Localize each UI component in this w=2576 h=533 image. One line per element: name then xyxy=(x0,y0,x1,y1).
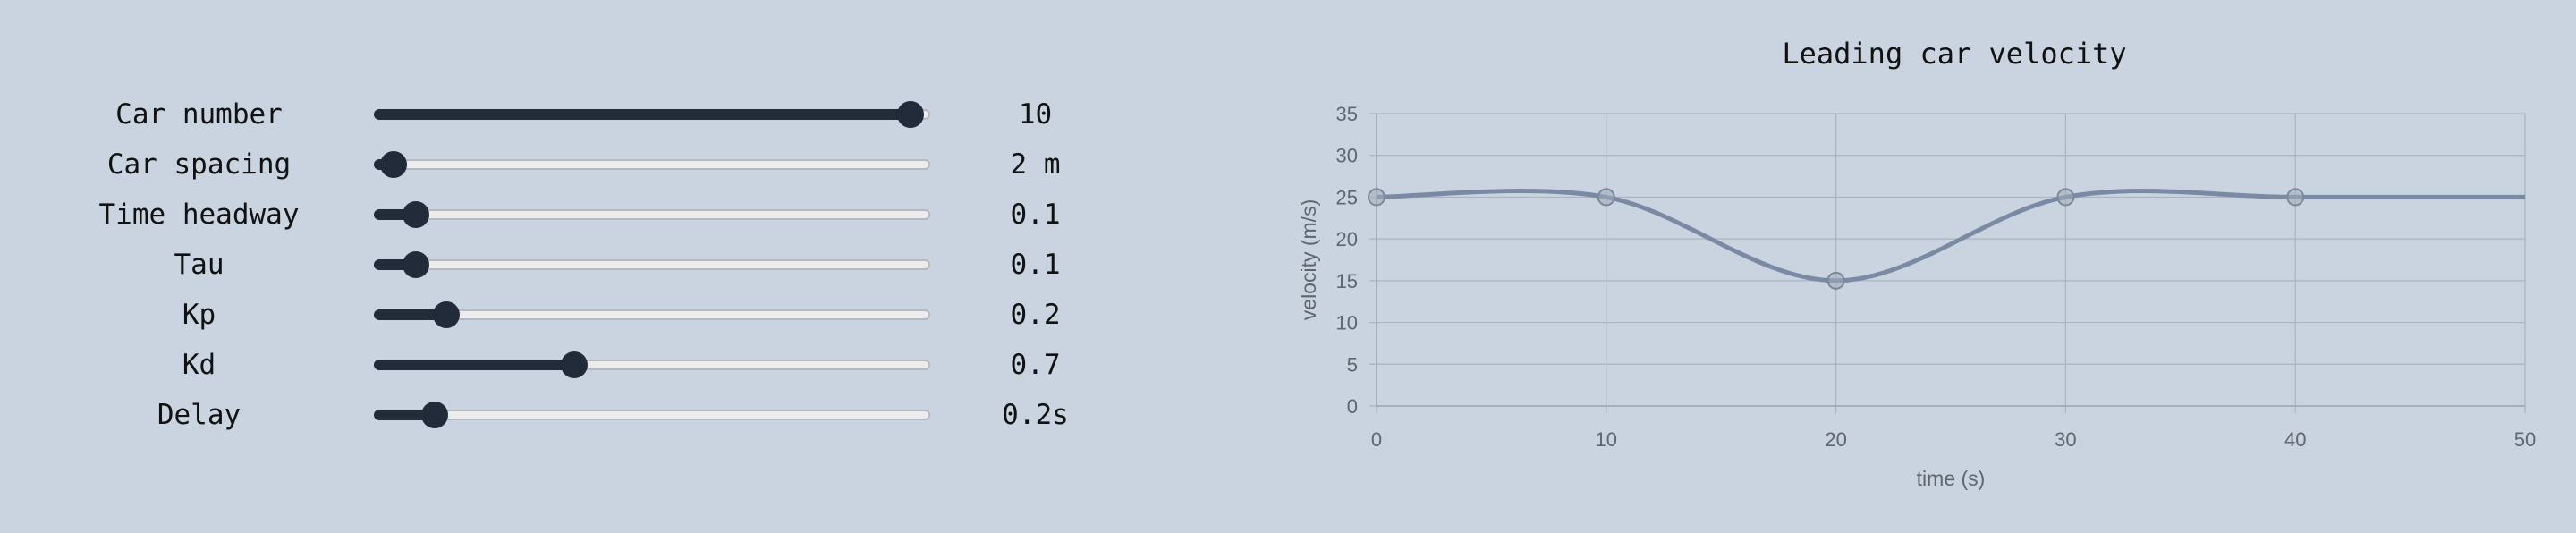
y-tick-label: 30 xyxy=(1336,145,1358,167)
slider-thumb[interactable] xyxy=(421,402,449,428)
x-tick-label: 10 xyxy=(1596,428,1617,451)
kp-row: Kp 0.2 xyxy=(0,290,1252,340)
tau-row: Tau 0.1 xyxy=(0,240,1252,290)
y-tick-label: 5 xyxy=(1347,353,1358,376)
car-number-slider[interactable] xyxy=(374,89,930,140)
car-spacing-label: Car spacing xyxy=(106,148,292,181)
x-tick-label: 20 xyxy=(1825,428,1846,451)
tau-slider[interactable] xyxy=(374,240,930,290)
data-point xyxy=(2286,188,2305,207)
time-headway-value: 0.1 xyxy=(1010,199,1061,231)
x-axis-title: time (s) xyxy=(1917,467,1986,490)
car-spacing-row: Car spacing 2 m xyxy=(0,140,1252,190)
kp-value: 0.2 xyxy=(1010,299,1061,331)
kp-label: Kp xyxy=(182,299,216,331)
kd-label: Kd xyxy=(182,349,216,381)
time-headway-row: Time headway 0.1 xyxy=(0,190,1252,240)
slider-thumb[interactable] xyxy=(432,301,460,328)
chart-title: Leading car velocity xyxy=(1782,37,2127,71)
car-spacing-value: 2 m xyxy=(1010,148,1061,181)
delay-slider[interactable] xyxy=(374,390,930,440)
y-tick-label: 20 xyxy=(1336,228,1358,250)
kd-value: 0.7 xyxy=(1010,349,1061,381)
y-axis-title: velocity (m/s) xyxy=(1297,199,1320,320)
tau-label: Tau xyxy=(174,249,225,281)
slider-fill xyxy=(374,360,581,370)
x-tick-label: 30 xyxy=(2055,428,2076,451)
y-tick-label: 15 xyxy=(1336,270,1358,292)
series-line xyxy=(1376,189,2525,283)
slider-thumb[interactable] xyxy=(560,351,588,378)
data-point xyxy=(1826,271,1845,290)
kd-slider[interactable] xyxy=(374,340,930,390)
y-tick-label: 35 xyxy=(1336,103,1358,125)
car-number-row: Car number 10 xyxy=(0,89,1252,140)
car-number-value: 10 xyxy=(1018,98,1053,131)
slider-fill xyxy=(374,109,919,120)
slider-thumb[interactable] xyxy=(379,151,407,178)
x-tick-label: 50 xyxy=(2514,428,2536,451)
delay-value: 0.2s xyxy=(1002,399,1069,431)
x-tick-label: 0 xyxy=(1371,428,1382,451)
kp-slider[interactable] xyxy=(374,290,930,340)
delay-label: Delay xyxy=(157,399,242,431)
controls-panel: Car number 10 Car spacing 2 m Time headw… xyxy=(0,0,1252,533)
x-tick-label: 40 xyxy=(2284,428,2306,451)
slider-thumb[interactable] xyxy=(402,251,429,278)
y-tick-label: 25 xyxy=(1336,186,1358,208)
data-point xyxy=(1368,188,1385,207)
time-headway-label: Time headway xyxy=(98,199,300,231)
time-headway-slider[interactable] xyxy=(374,190,930,240)
y-tick-label: 0 xyxy=(1347,395,1358,418)
slider-thumb[interactable] xyxy=(402,201,429,228)
slider-thumb[interactable] xyxy=(897,101,925,128)
kd-row: Kd 0.7 xyxy=(0,340,1252,390)
car-number-label: Car number xyxy=(115,98,283,131)
data-point xyxy=(2056,188,2075,207)
car-spacing-slider[interactable] xyxy=(374,140,930,190)
y-tick-label: 10 xyxy=(1336,312,1358,334)
tau-value: 0.1 xyxy=(1010,249,1061,281)
delay-row: Delay 0.2s xyxy=(0,390,1252,440)
data-point xyxy=(1597,188,1615,207)
